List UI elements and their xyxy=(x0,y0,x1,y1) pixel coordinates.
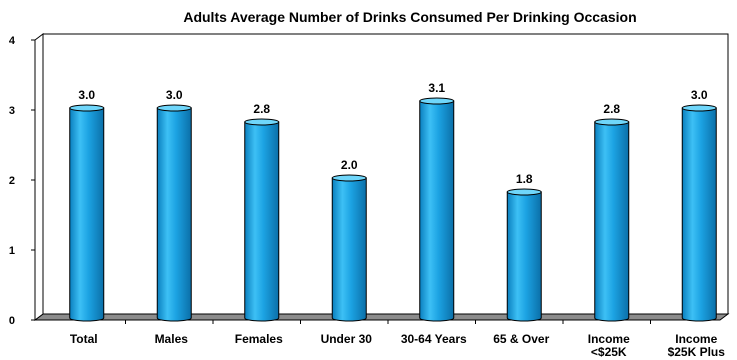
bar-top xyxy=(419,97,455,105)
data-label: 3.1 xyxy=(428,81,445,95)
bar xyxy=(69,107,105,322)
bar xyxy=(594,121,630,322)
x-tick-label: 65 & Over xyxy=(493,332,549,346)
data-label: 3.0 xyxy=(166,88,183,102)
bar-top xyxy=(681,104,717,112)
x-tick-label: Females xyxy=(235,332,283,346)
y-tick-label: 4 xyxy=(9,35,16,47)
data-label: 2.0 xyxy=(341,158,358,172)
data-label: 3.0 xyxy=(691,88,708,102)
data-label: 3.0 xyxy=(78,88,95,102)
bar-top xyxy=(156,104,192,112)
y-tick-label: 0 xyxy=(9,315,15,327)
bar xyxy=(506,191,542,322)
data-label: 2.8 xyxy=(603,102,620,116)
bar xyxy=(331,177,367,322)
x-tick-label: Under 30 xyxy=(321,332,373,346)
bar-top xyxy=(69,104,105,112)
bar xyxy=(244,121,280,322)
data-label: 1.8 xyxy=(516,172,533,186)
bar-top xyxy=(594,118,630,126)
data-label: 2.8 xyxy=(253,102,270,116)
plot-side-wall xyxy=(34,33,44,321)
x-tick-label: 30-64 Years xyxy=(401,332,467,346)
y-tick-label: 3 xyxy=(9,105,15,117)
x-tick-label: Males xyxy=(155,332,189,346)
x-tick-label: Income xyxy=(675,332,717,346)
bar xyxy=(681,107,717,322)
bar-top xyxy=(244,118,280,126)
bar-top xyxy=(506,188,542,196)
bar-top xyxy=(331,174,367,182)
x-tick-label: <$25K xyxy=(591,345,627,359)
x-tick-label: Income xyxy=(588,332,630,346)
bar xyxy=(156,107,192,322)
y-tick-label: 1 xyxy=(9,245,15,257)
bar xyxy=(419,100,455,322)
y-tick-label: 2 xyxy=(9,175,15,187)
chart-title: Adults Average Number of Drinks Consumed… xyxy=(183,9,636,25)
x-tick-label: $25K Plus xyxy=(668,345,726,359)
x-tick-label: Total xyxy=(70,332,98,346)
